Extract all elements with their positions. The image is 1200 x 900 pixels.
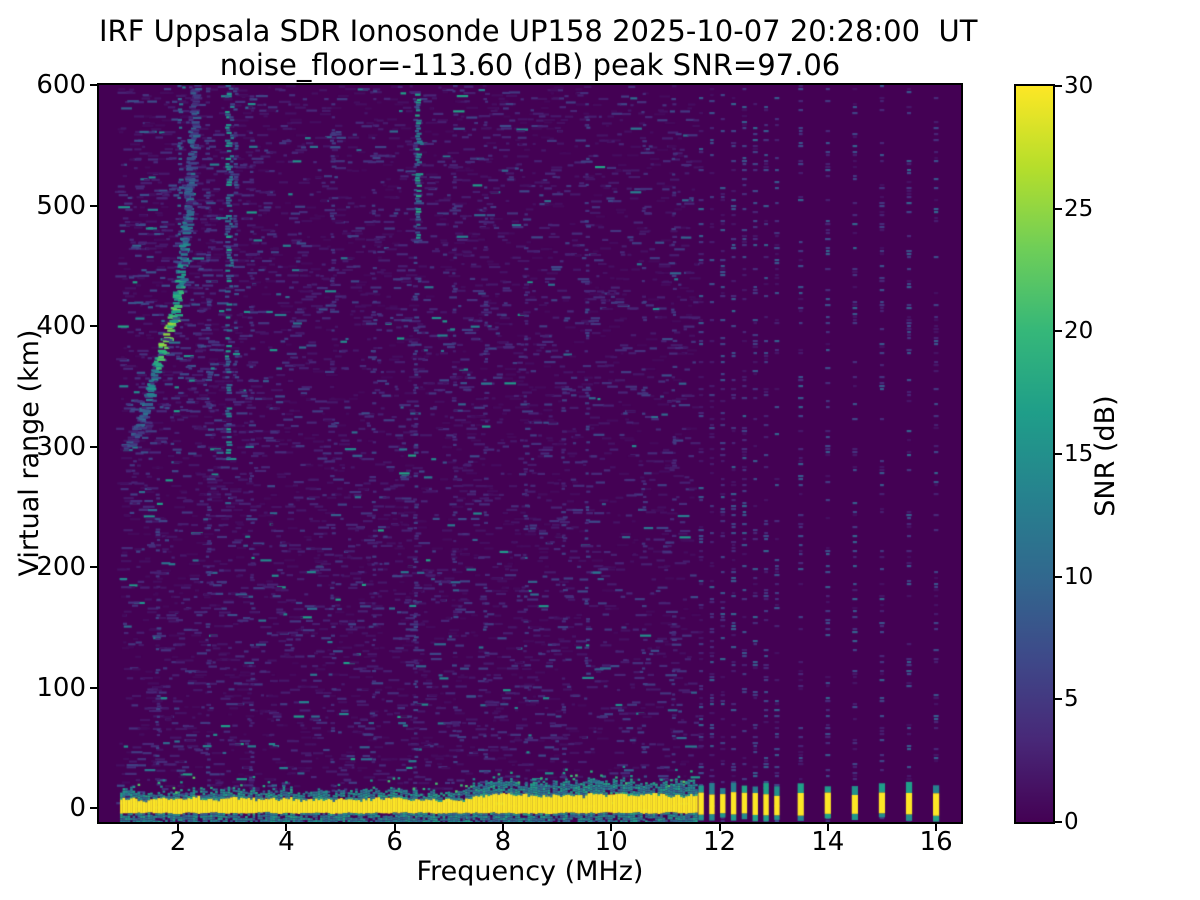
colorbar-tick-label: 0	[1064, 809, 1079, 835]
plot-frame	[97, 83, 963, 824]
x-tick-label: 6	[386, 827, 403, 857]
colorbar-tick-label: 5	[1064, 686, 1079, 713]
y-tick-label: 600	[36, 70, 86, 100]
x-tick-label: 4	[278, 827, 295, 857]
x-tick-mark	[826, 824, 829, 831]
x-tick-mark	[285, 824, 288, 831]
x-tick-label: 16	[919, 827, 953, 857]
x-axis-label: Frequency (MHz)	[416, 856, 644, 887]
colorbar-tick-mark	[1055, 821, 1062, 823]
colorbar-tick-label: 20	[1064, 318, 1094, 345]
x-tick-label: 14	[811, 827, 845, 857]
colorbar-tick-mark	[1055, 575, 1062, 578]
x-tick-mark	[718, 824, 721, 831]
x-tick-label: 12	[702, 827, 737, 857]
x-tick-label: 10	[594, 827, 628, 857]
colorbar-tick-mark	[1055, 330, 1062, 333]
x-tick-label: 2	[169, 827, 187, 857]
figure-subtitle: noise_floor=-113.60 (dB) peak SNR=97.06	[219, 48, 841, 82]
figure-title: IRF Uppsala SDR Ionosonde UP158 2025-10-…	[99, 14, 978, 48]
y-tick-label: 400	[36, 311, 86, 341]
colorbar-tick-mark	[1055, 698, 1062, 701]
y-tick-mark	[90, 325, 97, 327]
heatmap-canvas	[99, 85, 961, 822]
colorbar-tick-label: 10	[1064, 563, 1094, 590]
x-tick-mark	[610, 824, 613, 831]
y-tick-mark	[90, 686, 97, 689]
colorbar-tick-mark	[1055, 207, 1062, 210]
x-tick-mark	[501, 824, 504, 831]
y-tick-label: 500	[36, 190, 86, 221]
y-tick-label: 200	[36, 552, 86, 582]
y-tick-mark	[90, 204, 97, 207]
y-tick-label: 300	[36, 431, 86, 462]
colorbar-frame	[1014, 84, 1055, 824]
colorbar-tick-label: 15	[1064, 441, 1094, 467]
colorbar-tick-label: 30	[1064, 73, 1094, 99]
y-tick-mark	[90, 84, 97, 86]
colorbar-tick-mark	[1055, 85, 1062, 87]
y-tick-label: 100	[36, 672, 86, 703]
x-tick-mark	[935, 824, 938, 831]
y-tick-mark	[90, 566, 97, 568]
colorbar-tick-label: 25	[1064, 195, 1094, 222]
x-tick-mark	[393, 824, 396, 831]
colorbar-label: SNR (dB)	[1090, 395, 1121, 517]
y-tick-label: 0	[69, 793, 86, 824]
y-tick-mark	[90, 445, 97, 448]
x-tick-label: 8	[494, 827, 512, 857]
colorbar-gradient	[1016, 86, 1053, 822]
x-tick-mark	[177, 824, 180, 831]
y-tick-mark	[90, 807, 97, 810]
colorbar-tick-mark	[1055, 453, 1062, 455]
